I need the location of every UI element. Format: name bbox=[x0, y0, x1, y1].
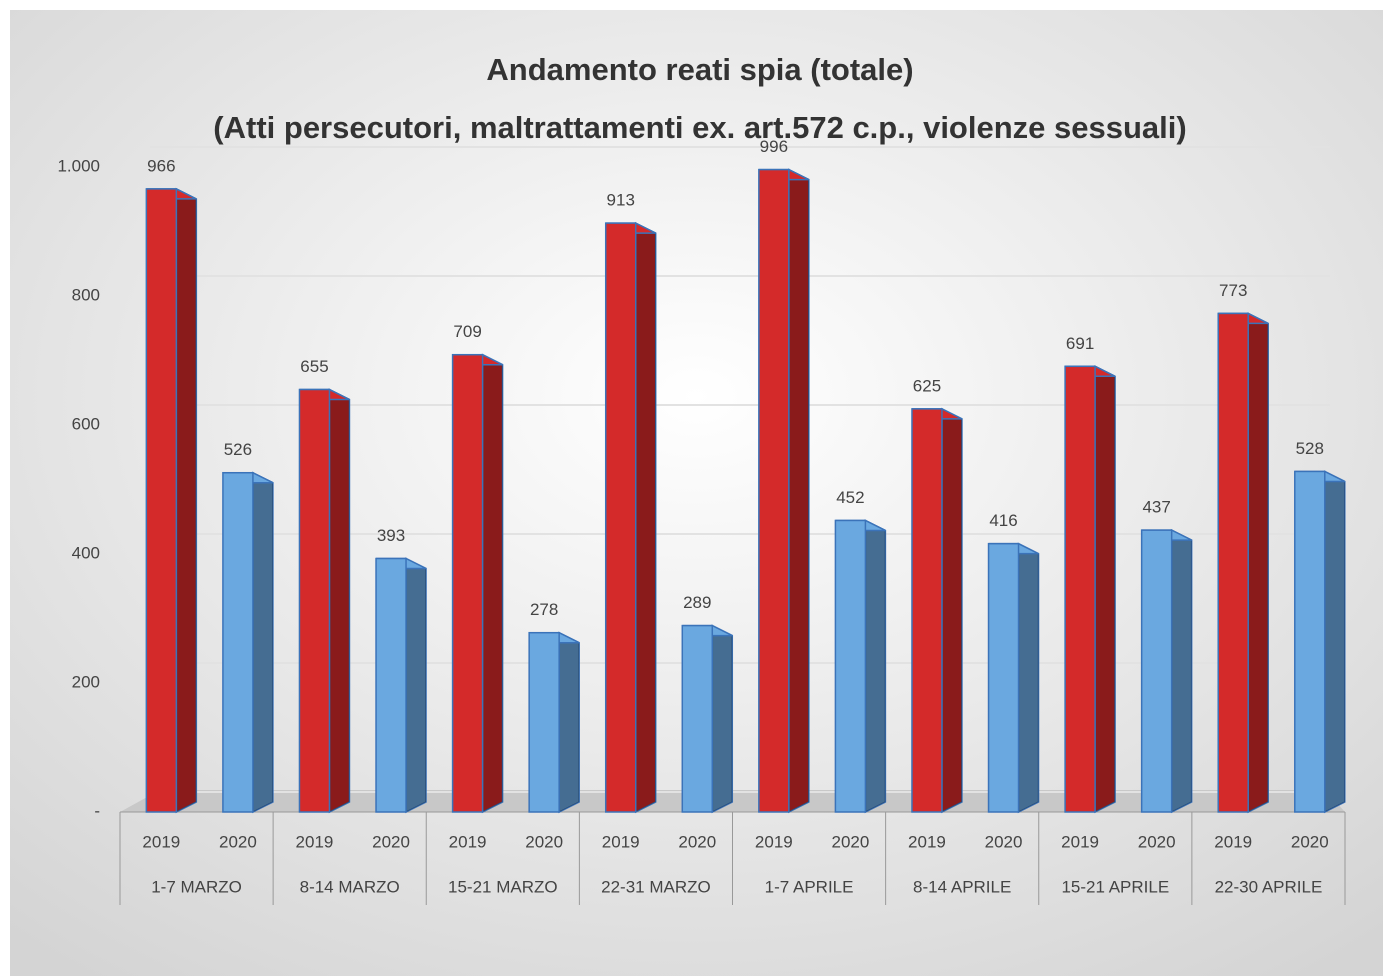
value-label: 416 bbox=[989, 511, 1017, 530]
x-tick-label: 2019 bbox=[1061, 832, 1099, 851]
bar-face bbox=[176, 188, 197, 812]
x-tick-label: 2019 bbox=[142, 832, 180, 851]
value-label: 691 bbox=[1066, 334, 1094, 353]
bar-face bbox=[482, 354, 503, 812]
bar bbox=[758, 168, 810, 814]
x-group-label: 22-31 MARZO bbox=[601, 877, 711, 896]
value-label: 913 bbox=[607, 191, 635, 210]
bar-face bbox=[758, 168, 790, 813]
bar-face bbox=[911, 408, 943, 813]
bar-face bbox=[298, 388, 331, 813]
x-tick-label: 2020 bbox=[831, 832, 869, 851]
x-group-label: 22-30 APRILE bbox=[1215, 877, 1323, 896]
bar bbox=[1140, 528, 1193, 814]
x-group-label: 15-21 MARZO bbox=[448, 877, 558, 896]
bar-face bbox=[559, 632, 580, 812]
y-tick-label: 200 bbox=[72, 672, 100, 691]
value-label: 709 bbox=[453, 322, 481, 341]
bar-face bbox=[1064, 365, 1096, 813]
x-tick-label: 2019 bbox=[296, 832, 334, 851]
bar-face bbox=[865, 520, 886, 812]
bar-face bbox=[635, 223, 656, 813]
value-label: 625 bbox=[913, 376, 941, 395]
bar-face bbox=[528, 631, 560, 813]
x-tick-label: 2020 bbox=[525, 832, 563, 851]
bar bbox=[834, 519, 887, 814]
bar-face bbox=[145, 188, 178, 813]
bar bbox=[298, 388, 351, 814]
bar-face bbox=[941, 408, 962, 812]
chart-title: Andamento reati spia (totale) bbox=[486, 52, 913, 87]
value-label: 437 bbox=[1142, 498, 1170, 517]
chart-subtitle: (Atti persecutori, maltrattamenti ex. ar… bbox=[213, 110, 1186, 145]
x-tick-label: 2019 bbox=[908, 832, 946, 851]
bar-face bbox=[222, 471, 254, 813]
bar bbox=[1064, 365, 1116, 814]
x-tick-label: 2019 bbox=[755, 832, 793, 851]
x-group-label: 15-21 APRILE bbox=[1061, 877, 1169, 896]
x-tick-label: 2019 bbox=[602, 832, 640, 851]
bar-face bbox=[1140, 529, 1173, 813]
bar bbox=[911, 407, 963, 814]
bar-face bbox=[681, 624, 714, 813]
value-label: 393 bbox=[377, 526, 405, 545]
y-tick-label: 800 bbox=[72, 285, 100, 304]
value-label: 528 bbox=[1296, 439, 1324, 458]
x-group-label: 1-7 APRILE bbox=[765, 877, 854, 896]
x-tick-label: 2019 bbox=[449, 832, 487, 851]
bar-face bbox=[329, 389, 350, 812]
bar bbox=[681, 624, 734, 814]
bar-face bbox=[1248, 313, 1269, 812]
y-tick-label: 600 bbox=[72, 414, 100, 433]
value-label: 966 bbox=[147, 156, 175, 175]
bar-face bbox=[1018, 543, 1039, 812]
bar bbox=[222, 471, 274, 814]
bar-face bbox=[1294, 470, 1326, 813]
x-tick-label: 2020 bbox=[678, 832, 716, 851]
bar bbox=[604, 221, 657, 814]
bar-face bbox=[1217, 312, 1249, 813]
bar bbox=[375, 557, 427, 814]
x-tick-label: 2020 bbox=[985, 832, 1023, 851]
bar bbox=[451, 353, 504, 814]
value-label: 655 bbox=[300, 357, 328, 376]
y-tick-label: - bbox=[94, 801, 100, 820]
bar-face bbox=[1324, 471, 1345, 812]
value-label: 526 bbox=[224, 440, 252, 459]
bar bbox=[987, 542, 1040, 814]
bar-face bbox=[712, 625, 733, 812]
bar bbox=[145, 187, 198, 814]
value-label: 773 bbox=[1219, 281, 1247, 300]
value-label: 289 bbox=[683, 593, 711, 612]
x-tick-label: 2019 bbox=[1214, 832, 1252, 851]
bar-face bbox=[1171, 530, 1192, 812]
chart-background bbox=[10, 10, 1383, 976]
bar-face bbox=[987, 542, 1020, 813]
bar-face bbox=[451, 353, 484, 813]
x-tick-label: 2020 bbox=[1138, 832, 1176, 851]
bar bbox=[1294, 470, 1346, 814]
value-label: 452 bbox=[836, 488, 864, 507]
value-label: 996 bbox=[760, 137, 788, 156]
x-tick-label: 2020 bbox=[219, 832, 257, 851]
bar-face bbox=[1095, 366, 1116, 812]
value-label: 278 bbox=[530, 600, 558, 619]
bar-face bbox=[788, 169, 809, 812]
bar-face bbox=[406, 558, 427, 812]
bar-face bbox=[375, 557, 407, 813]
x-group-label: 8-14 MARZO bbox=[300, 877, 400, 896]
x-tick-label: 2020 bbox=[372, 832, 410, 851]
bar bbox=[528, 631, 580, 814]
x-tick-label: 2020 bbox=[1291, 832, 1329, 851]
bar-face bbox=[604, 222, 637, 813]
x-group-label: 8-14 APRILE bbox=[913, 877, 1011, 896]
bar bbox=[1217, 312, 1269, 814]
bar-face bbox=[252, 472, 273, 812]
y-tick-label: 400 bbox=[72, 543, 100, 562]
y-tick-label: 1.000 bbox=[57, 156, 100, 175]
bar-face bbox=[834, 519, 867, 813]
x-group-label: 1-7 MARZO bbox=[151, 877, 242, 896]
